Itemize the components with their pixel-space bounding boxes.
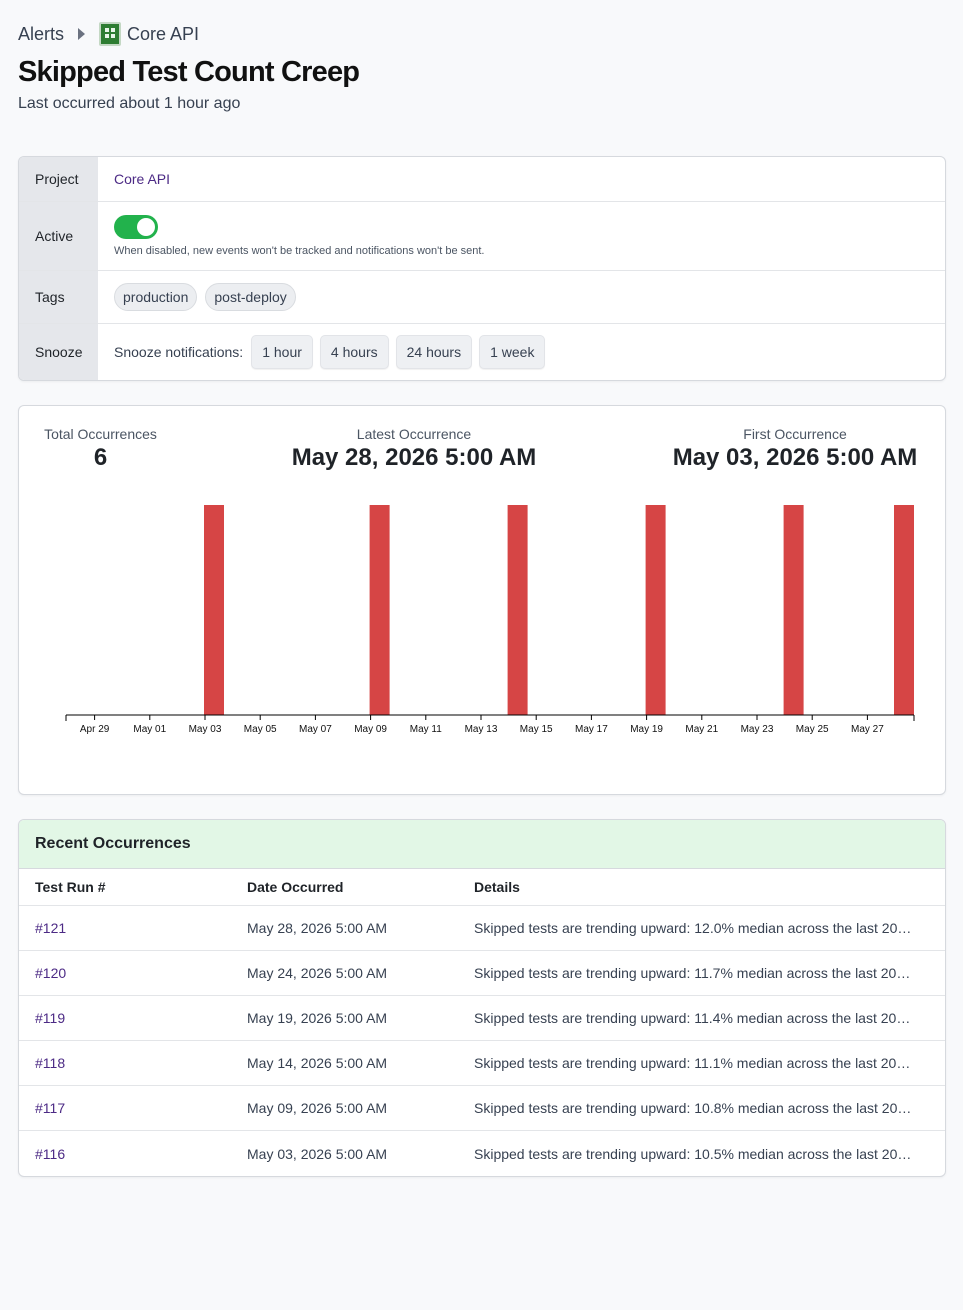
- table-header: Test Run # Date Occurred Details: [19, 869, 945, 906]
- stat-total-value: 6: [93, 444, 108, 471]
- x-axis-tick-label: May 15: [520, 724, 553, 735]
- x-axis-tick-label: May 21: [685, 724, 718, 735]
- recent-occurrences-header: Recent Occurrences: [19, 820, 945, 869]
- x-axis-tick-label: May 23: [741, 724, 774, 735]
- snooze-4-hours-button[interactable]: 4 hours: [319, 335, 389, 369]
- table-row[interactable]: #120 May 24, 2026 5:00 AM Skipped tests …: [19, 951, 945, 996]
- test-run-link[interactable]: #117: [35, 1100, 66, 1116]
- test-run-link[interactable]: #119: [35, 1010, 66, 1026]
- property-label: Active: [19, 202, 98, 270]
- tag-production[interactable]: production: [114, 283, 198, 311]
- details-cell: Skipped tests are trending upward: 11.7%…: [474, 965, 914, 981]
- occurrences-bar-chart: Apr 29 May 01 May 03 May 05 May 07 May 09 May …: [65, 505, 915, 735]
- chart-bar: [894, 505, 914, 715]
- snooze-24-hours-button[interactable]: 24 hours: [395, 335, 473, 369]
- column-header-date: Date Occurred: [247, 879, 344, 895]
- project-link[interactable]: Core API: [114, 171, 171, 187]
- x-axis-tick-label: May 09: [354, 724, 387, 735]
- page-title: Skipped Test Count Creep: [18, 56, 360, 88]
- details-cell: Skipped tests are trending upward: 10.8%…: [474, 1100, 914, 1116]
- chart-bar: [507, 505, 528, 715]
- snooze-1-hour-button[interactable]: 1 hour: [251, 335, 313, 369]
- table-row[interactable]: #116 May 03, 2026 5:00 AM Skipped tests …: [19, 1131, 945, 1176]
- x-axis-tick-label: May 19: [630, 724, 663, 735]
- property-row-tags: Tags production post-deploy: [19, 271, 945, 324]
- x-axis-tick-label: May 05: [244, 724, 277, 735]
- stat-first-label: First Occurrence: [743, 426, 847, 442]
- chart-bar: [369, 505, 390, 715]
- tag-post-deploy[interactable]: post-deploy: [205, 283, 296, 311]
- x-axis-tick-label: May 25: [796, 724, 829, 735]
- test-run-link[interactable]: #120: [35, 965, 67, 981]
- property-label: Tags: [19, 271, 98, 323]
- occurrences-chart-card: Total Occurrences 6 Latest Occurrence Ma…: [18, 405, 946, 795]
- property-label: Snooze: [19, 324, 98, 380]
- test-run-link[interactable]: #116: [35, 1145, 66, 1162]
- snooze-prompt: Snooze notifications:: [114, 344, 244, 360]
- test-run-link[interactable]: #121: [35, 920, 67, 936]
- date-cell: May 09, 2026 5:00 AM: [247, 1100, 388, 1116]
- column-header-details: Details: [474, 879, 520, 895]
- x-axis-tick-label: May 03: [189, 724, 222, 735]
- last-occurred-text: Last occurred about 1 hour ago: [18, 95, 241, 112]
- test-run-link[interactable]: #118: [35, 1055, 66, 1071]
- stat-latest-value: May 28, 2026 5:00 AM: [291, 444, 537, 471]
- x-axis-tick-label: Apr 29: [80, 724, 110, 735]
- chevron-right-icon: [78, 28, 86, 40]
- date-cell: May 28, 2026 5:00 AM: [247, 920, 388, 936]
- chart-bar: [204, 505, 224, 715]
- details-cell: Skipped tests are trending upward: 11.1%…: [474, 1055, 914, 1071]
- stat-latest-label: Latest Occurrence: [356, 426, 472, 442]
- date-cell: May 14, 2026 5:00 AM: [247, 1055, 388, 1071]
- details-cell: Skipped tests are trending upward: 11.4%…: [474, 1010, 914, 1026]
- details-cell: Skipped tests are trending upward: 10.5%…: [474, 1145, 914, 1162]
- breadcrumb-project-label[interactable]: Core API: [127, 23, 200, 44]
- chart-bar: [645, 505, 666, 715]
- x-axis-tick-label: May 11: [410, 724, 442, 735]
- snooze-1-week-button[interactable]: 1 week: [479, 335, 546, 369]
- x-axis-tick-label: May 13: [465, 724, 498, 735]
- table-row[interactable]: #117 May 09, 2026 5:00 AM Skipped tests …: [19, 1086, 945, 1131]
- x-axis-tick-label: May 17: [575, 724, 608, 735]
- date-cell: May 24, 2026 5:00 AM: [247, 965, 388, 981]
- table-row[interactable]: #118 May 14, 2026 5:00 AM Skipped tests …: [19, 1041, 945, 1086]
- stat-total: Total Occurrences 6: [43, 426, 158, 472]
- breadcrumb: Alerts Core API: [18, 22, 199, 46]
- stat-first: First Occurrence May 03, 2026 5:00 AM: [649, 426, 941, 472]
- active-toggle[interactable]: [114, 215, 158, 239]
- property-label: Project: [19, 157, 98, 201]
- date-cell: May 03, 2026 5:00 AM: [247, 1145, 388, 1162]
- alert-properties-card: Project Core API Active When disabled, n…: [18, 156, 946, 381]
- property-row-active: Active When disabled, new events won't b…: [19, 202, 945, 271]
- stat-first-value: May 03, 2026 5:00 AM: [672, 444, 918, 471]
- property-row-project: Project Core API: [19, 157, 945, 202]
- stat-latest: Latest Occurrence May 28, 2026 5:00 AM: [269, 426, 559, 472]
- table-row[interactable]: #119 May 19, 2026 5:00 AM Skipped tests …: [19, 996, 945, 1041]
- chart-bar: [783, 505, 804, 715]
- active-hint-text: When disabled, new events won't be track…: [114, 245, 485, 257]
- x-axis-tick-label: May 01: [133, 724, 166, 735]
- stat-total-label: Total Occurrences: [44, 426, 157, 442]
- property-row-snooze: Snooze Snooze notifications: 1 hour 4 ho…: [19, 324, 945, 380]
- building-icon: [99, 22, 122, 46]
- details-cell: Skipped tests are trending upward: 12.0%…: [474, 920, 914, 936]
- recent-occurrences-card: Recent Occurrences Test Run # Date Occur…: [18, 819, 946, 1177]
- breadcrumb-alerts-link[interactable]: Alerts: [18, 23, 65, 44]
- x-axis-tick-label: May 27: [851, 724, 884, 735]
- column-header-run: Test Run #: [35, 879, 106, 895]
- breadcrumb-project[interactable]: Core API: [99, 22, 199, 46]
- table-row[interactable]: #121 May 28, 2026 5:00 AM Skipped tests …: [19, 906, 945, 951]
- x-axis-tick-label: May 07: [299, 724, 332, 735]
- date-cell: May 19, 2026 5:00 AM: [247, 1010, 388, 1026]
